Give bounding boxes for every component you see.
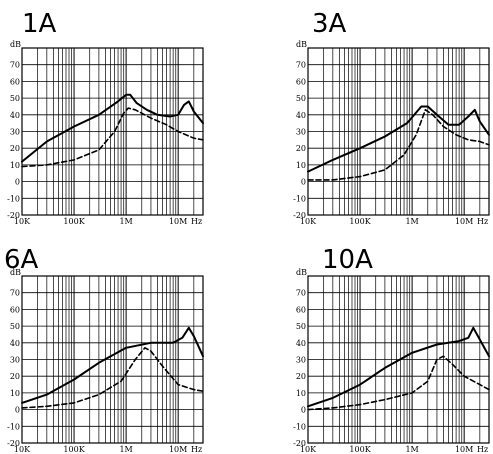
y-tick-label: 30 xyxy=(10,356,20,365)
plot-frame xyxy=(307,47,490,216)
y-tick-label: 0 xyxy=(15,406,20,415)
chart-panel-1: 3A -20 -10 0 10 20 30 40 50 60 70 dB 10K 100K 1M 10M Hz xyxy=(293,9,490,226)
x-tick-label: 1M xyxy=(119,445,132,454)
series-line-solid xyxy=(21,93,204,163)
x-tick-label: 10K xyxy=(14,217,31,226)
y-tick-label: 60 xyxy=(296,305,306,314)
chart-panel-3: 10A -20 -10 0 10 20 30 40 50 60 70 dB 10K 100K 1M 10M Hz xyxy=(293,245,490,454)
y-tick-label: 30 xyxy=(296,128,306,137)
chart-title: 1A xyxy=(22,9,57,39)
y-tick-label: -10 xyxy=(7,194,20,203)
series-line-dashed xyxy=(307,109,490,181)
x-axis-label: Hz xyxy=(477,445,488,454)
x-tick-label: 1M xyxy=(405,217,418,226)
x-tick-label: 10K xyxy=(300,217,317,226)
plot-frame xyxy=(21,275,204,444)
y-tick-label: 70 xyxy=(10,289,20,298)
y-tick-label: 20 xyxy=(10,372,20,381)
y-tick-label: 60 xyxy=(10,77,20,86)
y-tick-label: 50 xyxy=(10,94,20,103)
x-axis-label: Hz xyxy=(191,217,202,226)
series-line-dashed xyxy=(21,107,204,168)
y-tick-label: 50 xyxy=(10,322,20,331)
y-tick-label: -20 xyxy=(293,211,306,220)
y-tick-label: 10 xyxy=(10,389,20,398)
y-tick-label: 20 xyxy=(10,144,20,153)
chart-panel-0: 1A -20 -10 0 10 20 30 40 50 60 70 dB 10K 100K 1M 10M Hz xyxy=(7,9,204,226)
x-tick-label: 100K xyxy=(63,217,85,226)
y-tick-label: 30 xyxy=(296,356,306,365)
chart-title: 6A xyxy=(4,245,39,275)
y-tick-label: -20 xyxy=(293,439,306,448)
y-tick-label: 50 xyxy=(296,94,306,103)
y-tick-label: 70 xyxy=(296,289,306,298)
plot-frame xyxy=(21,47,204,216)
chart-title: 10A xyxy=(322,245,373,275)
x-tick-label: 100K xyxy=(349,445,371,454)
plot-frame xyxy=(307,275,490,444)
x-axis-label: Hz xyxy=(477,217,488,226)
y-tick-label: 70 xyxy=(10,61,20,70)
y-tick-label: -20 xyxy=(7,211,20,220)
x-tick-label: 1M xyxy=(405,445,418,454)
x-tick-label: 10M xyxy=(455,217,473,226)
y-axis-label: dB xyxy=(296,40,307,49)
chart-title: 3A xyxy=(312,9,347,39)
y-axis-label: dB xyxy=(10,40,21,49)
x-tick-label: 10K xyxy=(14,445,31,454)
y-tick-label: -10 xyxy=(293,194,306,203)
y-tick-label: 0 xyxy=(15,178,20,187)
series-line-solid xyxy=(307,105,490,173)
x-tick-label: 1M xyxy=(119,217,132,226)
y-tick-label: 40 xyxy=(10,111,20,120)
y-tick-label: 50 xyxy=(296,322,306,331)
y-tick-label: 60 xyxy=(296,77,306,86)
x-tick-label: 100K xyxy=(349,217,371,226)
y-axis-label: dB xyxy=(10,268,21,277)
y-tick-label: 40 xyxy=(10,339,20,348)
series-line-solid xyxy=(21,326,204,404)
y-tick-label: 10 xyxy=(10,161,20,170)
x-tick-label: 100K xyxy=(63,445,85,454)
y-tick-label: 70 xyxy=(296,61,306,70)
x-tick-label: 10M xyxy=(169,445,187,454)
x-tick-label: 10M xyxy=(455,445,473,454)
y-tick-label: 0 xyxy=(301,406,306,415)
y-tick-label: 40 xyxy=(296,111,306,120)
series-line-solid xyxy=(307,326,490,408)
y-tick-label: -10 xyxy=(7,422,20,431)
y-tick-label: 60 xyxy=(10,305,20,314)
x-tick-label: 10M xyxy=(169,217,187,226)
y-tick-label: 0 xyxy=(301,178,306,187)
y-tick-label: 30 xyxy=(10,128,20,137)
series-line-dashed xyxy=(21,346,204,409)
y-tick-label: -20 xyxy=(7,439,20,448)
y-tick-label: 10 xyxy=(296,389,306,398)
y-tick-label: 20 xyxy=(296,144,306,153)
y-tick-label: 20 xyxy=(296,372,306,381)
chart-panel-2: 6A -20 -10 0 10 20 30 40 50 60 70 dB 10K 100K 1M 10M Hz xyxy=(4,245,204,454)
x-tick-label: 10K xyxy=(300,445,317,454)
y-tick-label: 10 xyxy=(296,161,306,170)
x-axis-label: Hz xyxy=(191,445,202,454)
series-line-dashed xyxy=(307,355,490,411)
y-tick-label: 40 xyxy=(296,339,306,348)
y-tick-label: -10 xyxy=(293,422,306,431)
y-axis-label: dB xyxy=(296,268,307,277)
